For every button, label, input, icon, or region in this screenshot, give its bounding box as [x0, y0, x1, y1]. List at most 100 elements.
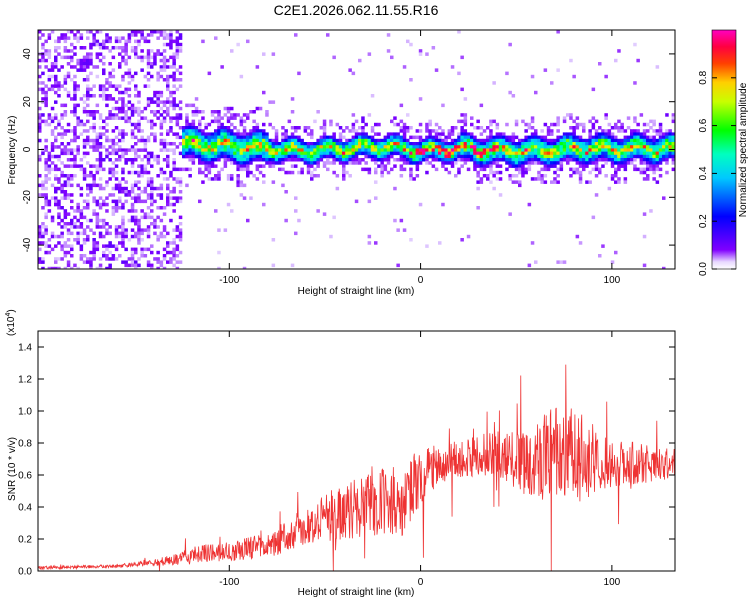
heatmap-cell [543, 122, 548, 127]
heatmap-cell [470, 142, 474, 146]
heatmap-cell [233, 151, 237, 156]
heatmap-cell [335, 158, 340, 162]
heatmap-cell [98, 206, 103, 210]
heatmap-cell [98, 84, 103, 88]
heatmap-cell [108, 84, 112, 88]
heatmap-cell [354, 129, 359, 133]
heatmap-cell [278, 158, 282, 162]
heatmap-cell [82, 145, 87, 149]
heatmap-cell [102, 119, 106, 124]
heatmap-cell [194, 135, 199, 140]
heatmap-cell [575, 167, 580, 172]
heatmap-cell [294, 126, 298, 130]
heatmap-cell [105, 231, 109, 236]
heatmap-cell [124, 113, 128, 117]
heatmap-cell [367, 145, 372, 149]
heatmap-cell [130, 129, 135, 133]
heatmap-cell [486, 174, 490, 178]
heatmap-cell [98, 132, 103, 136]
heatmap-cell [198, 154, 202, 159]
heatmap-cell [511, 161, 516, 165]
heatmap-cell [214, 36, 218, 40]
heatmap-cell [297, 218, 301, 223]
heatmap-cell [642, 142, 647, 146]
heatmap-cell [281, 154, 285, 159]
heatmap-cell [108, 116, 112, 120]
heatmap-cell [140, 238, 144, 242]
heatmap-cell [287, 119, 292, 124]
snr-scale-label: (x104) [5, 309, 17, 336]
heatmap-cell [47, 167, 52, 172]
heatmap-cell [617, 164, 621, 168]
heatmap-cell [623, 177, 628, 181]
heatmap-cell [591, 142, 596, 146]
heatmap-cell [134, 71, 138, 76]
heatmap-cell [633, 129, 637, 133]
heatmap-cell [402, 154, 407, 159]
heatmap-cell [486, 177, 490, 181]
heatmap-cell [146, 154, 151, 159]
heatmap-cell [367, 135, 372, 140]
heatmap-cell [47, 78, 52, 82]
heatmap-cell [310, 158, 314, 162]
heatmap-cell [175, 103, 180, 108]
heatmap-cell [255, 132, 260, 136]
heatmap-cell [255, 135, 260, 140]
heatmap-cell [482, 161, 487, 165]
heatmap-cell [118, 116, 122, 120]
y-tick-label: -40 [22, 237, 33, 252]
heatmap-cell [54, 174, 58, 178]
heatmap-cell [598, 138, 602, 143]
heatmap-cell [425, 145, 429, 149]
heatmap-cell [406, 113, 410, 117]
heatmap-cell [642, 158, 647, 162]
heatmap-cell [82, 122, 87, 127]
heatmap-cell [470, 135, 474, 140]
heatmap-cell [278, 161, 282, 165]
heatmap-cell [268, 100, 272, 104]
heatmap-cell [358, 151, 362, 156]
heatmap-cell [588, 154, 592, 159]
heatmap-cell [614, 148, 618, 152]
heatmap-cell [140, 68, 144, 72]
heatmap-cell [262, 145, 266, 149]
heatmap-cell [639, 151, 644, 156]
heatmap-cell [185, 151, 189, 156]
heatmap-cell [537, 158, 541, 162]
heatmap-cell [489, 161, 493, 165]
heatmap-cell [92, 196, 96, 200]
heatmap-cell [50, 215, 55, 220]
heatmap-cell [630, 161, 634, 165]
heatmap-cell [450, 138, 455, 143]
heatmap-cell [50, 84, 55, 88]
heatmap-cell [303, 142, 308, 146]
heatmap-cell [319, 158, 324, 162]
heatmap-cell [38, 241, 42, 245]
heatmap-cell [514, 119, 519, 124]
heatmap-cell [57, 266, 61, 269]
heatmap-cell [70, 97, 74, 101]
heatmap-cell [354, 138, 359, 143]
heatmap-cell [546, 142, 551, 146]
heatmap-cell [95, 55, 100, 60]
heatmap-cell [44, 65, 48, 69]
heatmap-cell [614, 126, 618, 130]
heatmap-cell [652, 151, 656, 156]
heatmap-cell [466, 142, 471, 146]
heatmap-cell [284, 145, 288, 149]
heatmap-cell [566, 132, 570, 136]
heatmap-cell [44, 58, 48, 63]
heatmap-cell [89, 62, 93, 66]
heatmap-cell [207, 167, 212, 172]
heatmap-cell [143, 154, 148, 159]
heatmap-cell [185, 116, 189, 120]
heatmap-cell [210, 113, 215, 117]
heatmap-cell [156, 116, 160, 120]
heatmap-cell [50, 106, 55, 111]
heatmap-cell [137, 126, 141, 130]
heatmap-cell [409, 238, 413, 242]
heatmap-cell [230, 122, 234, 127]
heatmap-cell [169, 126, 173, 130]
heatmap-cell [543, 174, 548, 178]
heatmap-cell [124, 158, 128, 162]
